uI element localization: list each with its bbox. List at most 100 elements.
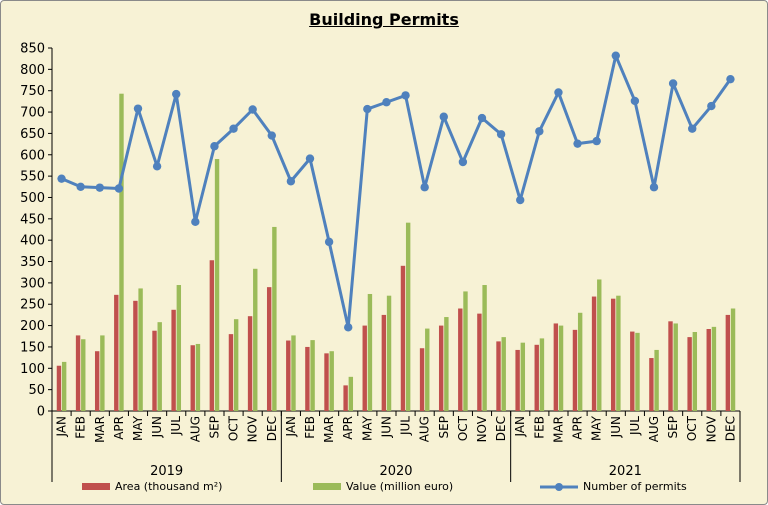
- month-label: MAY: [360, 415, 374, 441]
- area-bar: [114, 294, 119, 411]
- value-bar: [405, 222, 411, 411]
- area-bar: [171, 309, 176, 411]
- y-tick-label: 600: [20, 148, 45, 163]
- month-label: MAR: [322, 416, 336, 443]
- y-tick-label: 450: [20, 212, 45, 227]
- month-label: SEP: [437, 416, 451, 438]
- area-bar: [190, 345, 195, 411]
- area-bar: [381, 314, 387, 411]
- permits-point: [191, 217, 200, 227]
- permits-point: [668, 79, 678, 88]
- permits-point: [133, 104, 143, 113]
- y-tick-label: 650: [20, 127, 45, 142]
- permits-point: [57, 174, 66, 183]
- area-bar: [305, 346, 310, 411]
- permits-point: [305, 154, 315, 163]
- month-label: FEB: [303, 416, 317, 439]
- month-label: NOV: [475, 415, 489, 442]
- permits-point: [363, 104, 372, 114]
- month-label: AUG: [188, 416, 202, 442]
- value-bar: [61, 361, 67, 411]
- area-bar: [496, 341, 501, 411]
- permits-point: [229, 124, 238, 133]
- axis-labels: JAN FEB MAR APR MAY JUN JUL AUG SEP OCT NOV DEC JAN F…: [55, 415, 738, 479]
- month-label: APR: [571, 416, 585, 440]
- legend: Area (thousand m²) Value (million euro) Nu…: [82, 480, 687, 493]
- area-bar: [247, 316, 253, 411]
- value-bar: [367, 293, 373, 411]
- bars: [56, 93, 736, 411]
- value-bar: [233, 319, 239, 411]
- area-bar: [438, 325, 444, 411]
- permits-point: [477, 113, 487, 123]
- permits-point: [554, 88, 563, 97]
- y-tick-label: 850: [20, 42, 45, 57]
- area-bar: [477, 313, 482, 411]
- permits-point: [76, 182, 85, 191]
- permits-point: [573, 139, 582, 148]
- permits-point: [248, 105, 257, 114]
- month-label: JUN: [609, 416, 623, 438]
- value-bar: [501, 337, 506, 411]
- month-label: OCT: [456, 415, 470, 441]
- permits-point: [344, 323, 353, 332]
- permits-point: [172, 89, 181, 99]
- area-bar: [668, 321, 673, 411]
- month-label: FEB: [74, 416, 88, 439]
- month-label: JUL: [628, 416, 642, 436]
- month-label: AUG: [418, 416, 432, 442]
- area-bar: [75, 335, 81, 411]
- value-bar: [157, 322, 162, 411]
- value-bar: [711, 326, 717, 411]
- month-label: MAY: [590, 415, 604, 441]
- month-label: DEC: [265, 416, 279, 441]
- year-label: 2020: [379, 464, 412, 479]
- month-label: JAN: [284, 416, 298, 438]
- month-label: JAN: [513, 416, 527, 438]
- permits-point: [439, 112, 448, 121]
- permits-point: [592, 136, 601, 146]
- y-tick-label: 700: [20, 106, 45, 121]
- permits-point: [496, 130, 506, 139]
- year-label: 2019: [150, 464, 183, 479]
- month-label: JAN: [55, 416, 69, 438]
- value-bar: [597, 279, 602, 411]
- month-label: JUL: [169, 416, 183, 436]
- y-tick-label: 400: [20, 234, 45, 249]
- value-bar: [291, 335, 296, 411]
- y-tick-label: 200: [20, 319, 45, 334]
- value-bar: [81, 339, 86, 411]
- permits-point: [458, 157, 468, 167]
- area-bar: [324, 353, 329, 411]
- permits-point: [630, 96, 640, 106]
- month-label: JUN: [150, 416, 164, 438]
- month-label: OCT: [685, 415, 699, 441]
- value-bar: [119, 93, 124, 411]
- value-bar: [425, 328, 430, 411]
- month-label: APR: [112, 416, 126, 440]
- year-label: 2021: [609, 464, 642, 479]
- month-label: FEB: [532, 416, 546, 439]
- y-tick-label: 150: [20, 340, 45, 355]
- area-bar: [553, 323, 559, 411]
- permits-line: [57, 51, 735, 332]
- axes: 0 50 100 150 200 250 300 350 400 450 500 550 600 650 7…: [20, 42, 741, 482]
- permits-point: [267, 131, 276, 140]
- value-bar: [348, 376, 354, 411]
- permits-point: [210, 142, 219, 151]
- value-bar: [692, 331, 698, 411]
- area-bar: [400, 265, 406, 411]
- y-tick-label: 50: [28, 383, 45, 398]
- month-label: DEC: [494, 416, 508, 441]
- month-label: OCT: [227, 415, 241, 441]
- area-bar: [706, 329, 711, 411]
- y-tick-label: 750: [20, 84, 45, 99]
- legend-label: Number of permits: [583, 480, 687, 493]
- month-label: NOV: [246, 415, 260, 442]
- area-bar: [362, 325, 367, 411]
- value-bar: [654, 349, 659, 411]
- y-tick-label: 100: [20, 362, 45, 377]
- area-bar: [56, 365, 62, 411]
- month-label: APR: [341, 416, 355, 440]
- area-bar: [228, 334, 234, 411]
